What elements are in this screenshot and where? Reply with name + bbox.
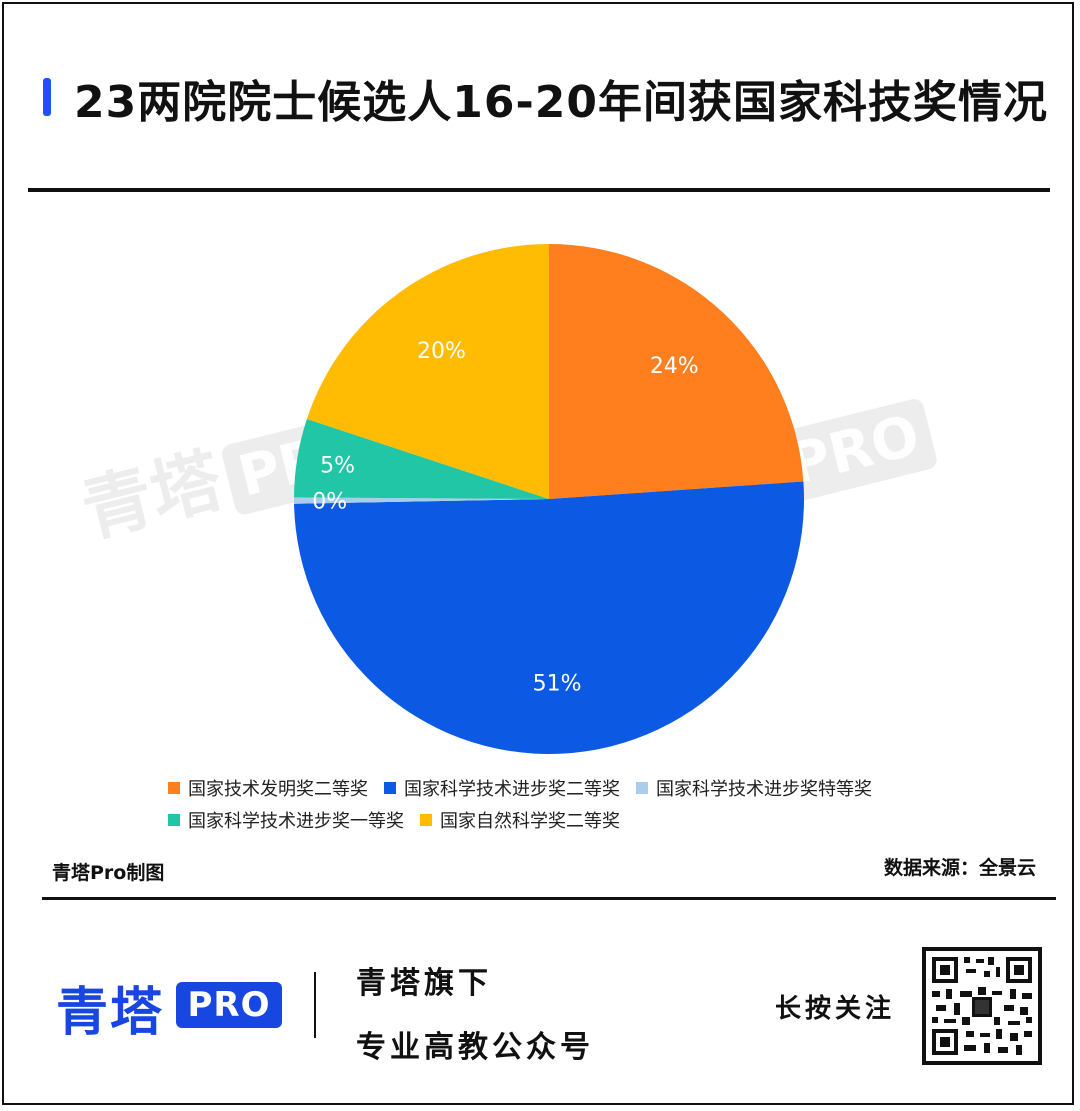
legend-swatch xyxy=(420,814,432,826)
qr-code-pattern xyxy=(932,957,1032,1055)
pie-slice-2 xyxy=(294,497,549,504)
title-divider xyxy=(28,188,1050,192)
legend-item-0: 国家技术发明奖二等奖 xyxy=(168,775,368,801)
footer-divider xyxy=(42,897,1056,900)
brand-logo-badge: PRO xyxy=(176,982,282,1028)
qr-code-image[interactable] xyxy=(922,947,1042,1065)
data-source: 数据来源：全景云 xyxy=(883,857,1036,879)
chart-maker-credit: 青塔Pro制图 xyxy=(52,862,165,884)
legend-swatch xyxy=(168,782,180,794)
legend-item-1: 国家科学技术进步奖二等奖 xyxy=(384,775,620,801)
legend-swatch xyxy=(384,782,396,794)
legend-label: 国家科学技术进步奖特等奖 xyxy=(656,779,872,800)
legend-item-2: 国家科学技术进步奖特等奖 xyxy=(636,775,872,801)
pie-slice-0 xyxy=(549,244,804,499)
legend-item-4: 国家自然科学奖二等奖 xyxy=(420,807,620,833)
legend-label: 国家科学技术进步奖一等奖 xyxy=(188,811,404,832)
pie-label-4: 20% xyxy=(417,339,466,364)
brand-logo-text: 青塔 xyxy=(56,983,165,1043)
pie-label-3: 5% xyxy=(320,453,355,478)
brand-divider xyxy=(314,972,316,1038)
pie-label-2: 0% xyxy=(312,489,347,514)
legend-label: 国家自然科学奖二等奖 xyxy=(440,811,620,832)
title-accent-bar xyxy=(43,78,51,116)
legend-swatch xyxy=(168,814,180,826)
chart-legend: 国家技术发明奖二等奖 国家科学技术进步奖二等奖 国家科学技术进步奖特等奖 国家科学技… xyxy=(168,772,968,836)
legend-label: 国家科学技术进步奖二等奖 xyxy=(404,779,620,800)
pie-slice-4 xyxy=(306,244,549,499)
pie-label-1: 51% xyxy=(533,671,582,696)
page-title: 23两院院士候选人16-20年间获国家科技奖情况 xyxy=(74,77,1048,128)
pie-slice-1 xyxy=(294,481,804,754)
legend-label: 国家技术发明奖二等奖 xyxy=(188,779,368,800)
legend-item-3: 国家科学技术进步奖一等奖 xyxy=(168,807,404,833)
pie-label-0: 24% xyxy=(650,354,699,379)
brand-tagline-2: 专业高教公众号 xyxy=(356,1030,594,1065)
follow-prompt: 长按关注 xyxy=(775,994,896,1024)
brand-tagline-1: 青塔旗下 xyxy=(356,966,492,1001)
legend-swatch xyxy=(636,782,648,794)
pie-slice-3 xyxy=(294,418,549,499)
